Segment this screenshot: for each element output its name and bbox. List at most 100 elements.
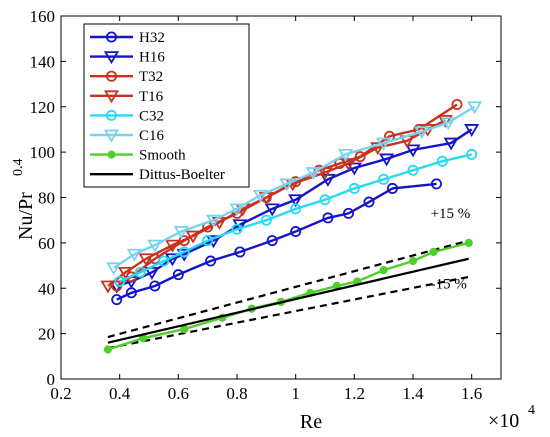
legend-marker [106, 109, 118, 121]
legend-label: C32 [139, 108, 164, 124]
x-tick-label: 1.2 [344, 384, 365, 403]
y-axis-label-base: Nu/Pr [15, 192, 37, 240]
data-point-h16 [405, 144, 421, 158]
data-point-c32 [466, 148, 478, 160]
data-point-c32 [134, 266, 146, 278]
y-tick-label: 160 [30, 7, 56, 26]
annotation-label: +15 % [431, 206, 471, 222]
x-tick-label: 0.2 [50, 384, 71, 403]
data-point-c32 [158, 255, 170, 267]
legend-marker [106, 70, 118, 82]
y-tick-label: 40 [38, 279, 55, 298]
legend-marker [103, 90, 120, 104]
legend-item-h32: H32 [90, 30, 165, 46]
data-point-c16 [279, 178, 295, 192]
data-point-t16 [117, 266, 134, 280]
data-point-c32 [290, 203, 302, 215]
data-point-smooth [429, 247, 438, 257]
x-axis-label: Re [300, 411, 322, 433]
data-point-c16 [376, 137, 392, 151]
series-smooth [103, 238, 473, 354]
data-point-c32 [178, 246, 190, 258]
legend-item-h16: H16 [90, 50, 165, 66]
data-point-smooth [379, 266, 388, 275]
data-point-t16 [370, 142, 386, 156]
data-point-c16 [467, 101, 483, 115]
data-point-c32 [348, 182, 360, 194]
y-tick-label: 20 [38, 325, 55, 344]
data-point-h32 [363, 196, 375, 208]
legend-marker [103, 51, 120, 65]
reference-lines [107, 239, 470, 350]
annotation-label: -15 % [431, 276, 467, 292]
legend-item-c32: C32 [90, 108, 164, 124]
data-point-h32 [290, 226, 302, 238]
data-point-h32 [266, 235, 278, 247]
data-point-smooth [464, 238, 473, 247]
y-axis-label-exponent: 0.4 [11, 159, 26, 177]
y-tick-label: 140 [30, 52, 56, 71]
data-point-t32 [178, 235, 190, 247]
series-h32 [111, 178, 442, 306]
x-tick-label: 1.4 [402, 384, 424, 403]
legend-item-smooth: Smooth [90, 148, 186, 164]
data-point-c16 [337, 148, 354, 162]
data-point-t16 [340, 158, 357, 171]
data-point-h32 [430, 178, 442, 190]
data-point-c32 [231, 223, 243, 235]
legend-label: H16 [139, 50, 165, 66]
legend-label: C16 [139, 128, 165, 144]
data-point-t16 [100, 280, 116, 294]
legend-item-t16: T16 [90, 89, 164, 105]
series-line-t16 [107, 119, 446, 287]
data-point-c16 [229, 203, 245, 217]
series-c32 [114, 148, 478, 287]
data-point-c16 [173, 226, 189, 240]
legend: H32 H16 T32 T16 C32 C16 Smooth Dittus-Boelter [83, 23, 250, 188]
data-point-t16 [185, 230, 201, 244]
x-multiplier-base: ×10 [488, 410, 519, 432]
legend-item-dittus-boelter: Dittus-Boelter [90, 167, 225, 183]
data-point-h32 [322, 212, 334, 224]
data-point-h32 [386, 182, 398, 194]
legend-box [83, 23, 250, 188]
data-point-c16 [305, 167, 321, 181]
y-axis-label: Nu/Pr 0.4 [11, 159, 37, 241]
data-point-c16 [126, 248, 142, 262]
data-point-t16 [164, 239, 181, 253]
legend-label: H32 [139, 30, 165, 46]
data-point-h32 [149, 280, 161, 292]
reference-line [107, 239, 470, 339]
y-tick-label: 0 [47, 370, 56, 389]
data-point-smooth [103, 345, 113, 354]
x-multiplier: ×10 4 [488, 403, 535, 432]
data-point-t32 [354, 151, 366, 163]
data-point-h32 [172, 269, 184, 281]
data-point-c16 [106, 262, 122, 276]
annotations: +15 % -15 % [431, 206, 471, 292]
data-point-c32 [436, 155, 448, 167]
data-point-t32 [451, 98, 463, 110]
data-point-h32 [205, 255, 217, 267]
data-point-h16 [264, 203, 280, 217]
x-tick-label: 0.6 [168, 384, 189, 403]
y-tick-label: 120 [30, 98, 56, 117]
data-point-c32 [202, 235, 214, 247]
data-point-c32 [260, 214, 272, 226]
ticks-layer: 0.2 0.4 0.6 0.8 1 1.2 1.4 1.6 0 20 40 60 80 100 120 140… [30, 7, 501, 403]
reference-line [107, 275, 469, 350]
data-point-h16 [346, 162, 362, 176]
data-point-c16 [414, 126, 430, 140]
y-tick-label: 80 [38, 189, 55, 208]
legend-marker [106, 31, 118, 43]
x-tick-label: 1 [291, 384, 300, 403]
data-point-c16 [205, 214, 222, 228]
data-point-smooth [408, 256, 418, 266]
legend-item-t32: T32 [90, 69, 163, 85]
legend-label: T32 [139, 69, 163, 85]
series-line-h32 [116, 182, 437, 301]
data-point-c32 [378, 173, 390, 185]
series-c16 [106, 101, 483, 276]
data-point-t16 [437, 114, 453, 128]
